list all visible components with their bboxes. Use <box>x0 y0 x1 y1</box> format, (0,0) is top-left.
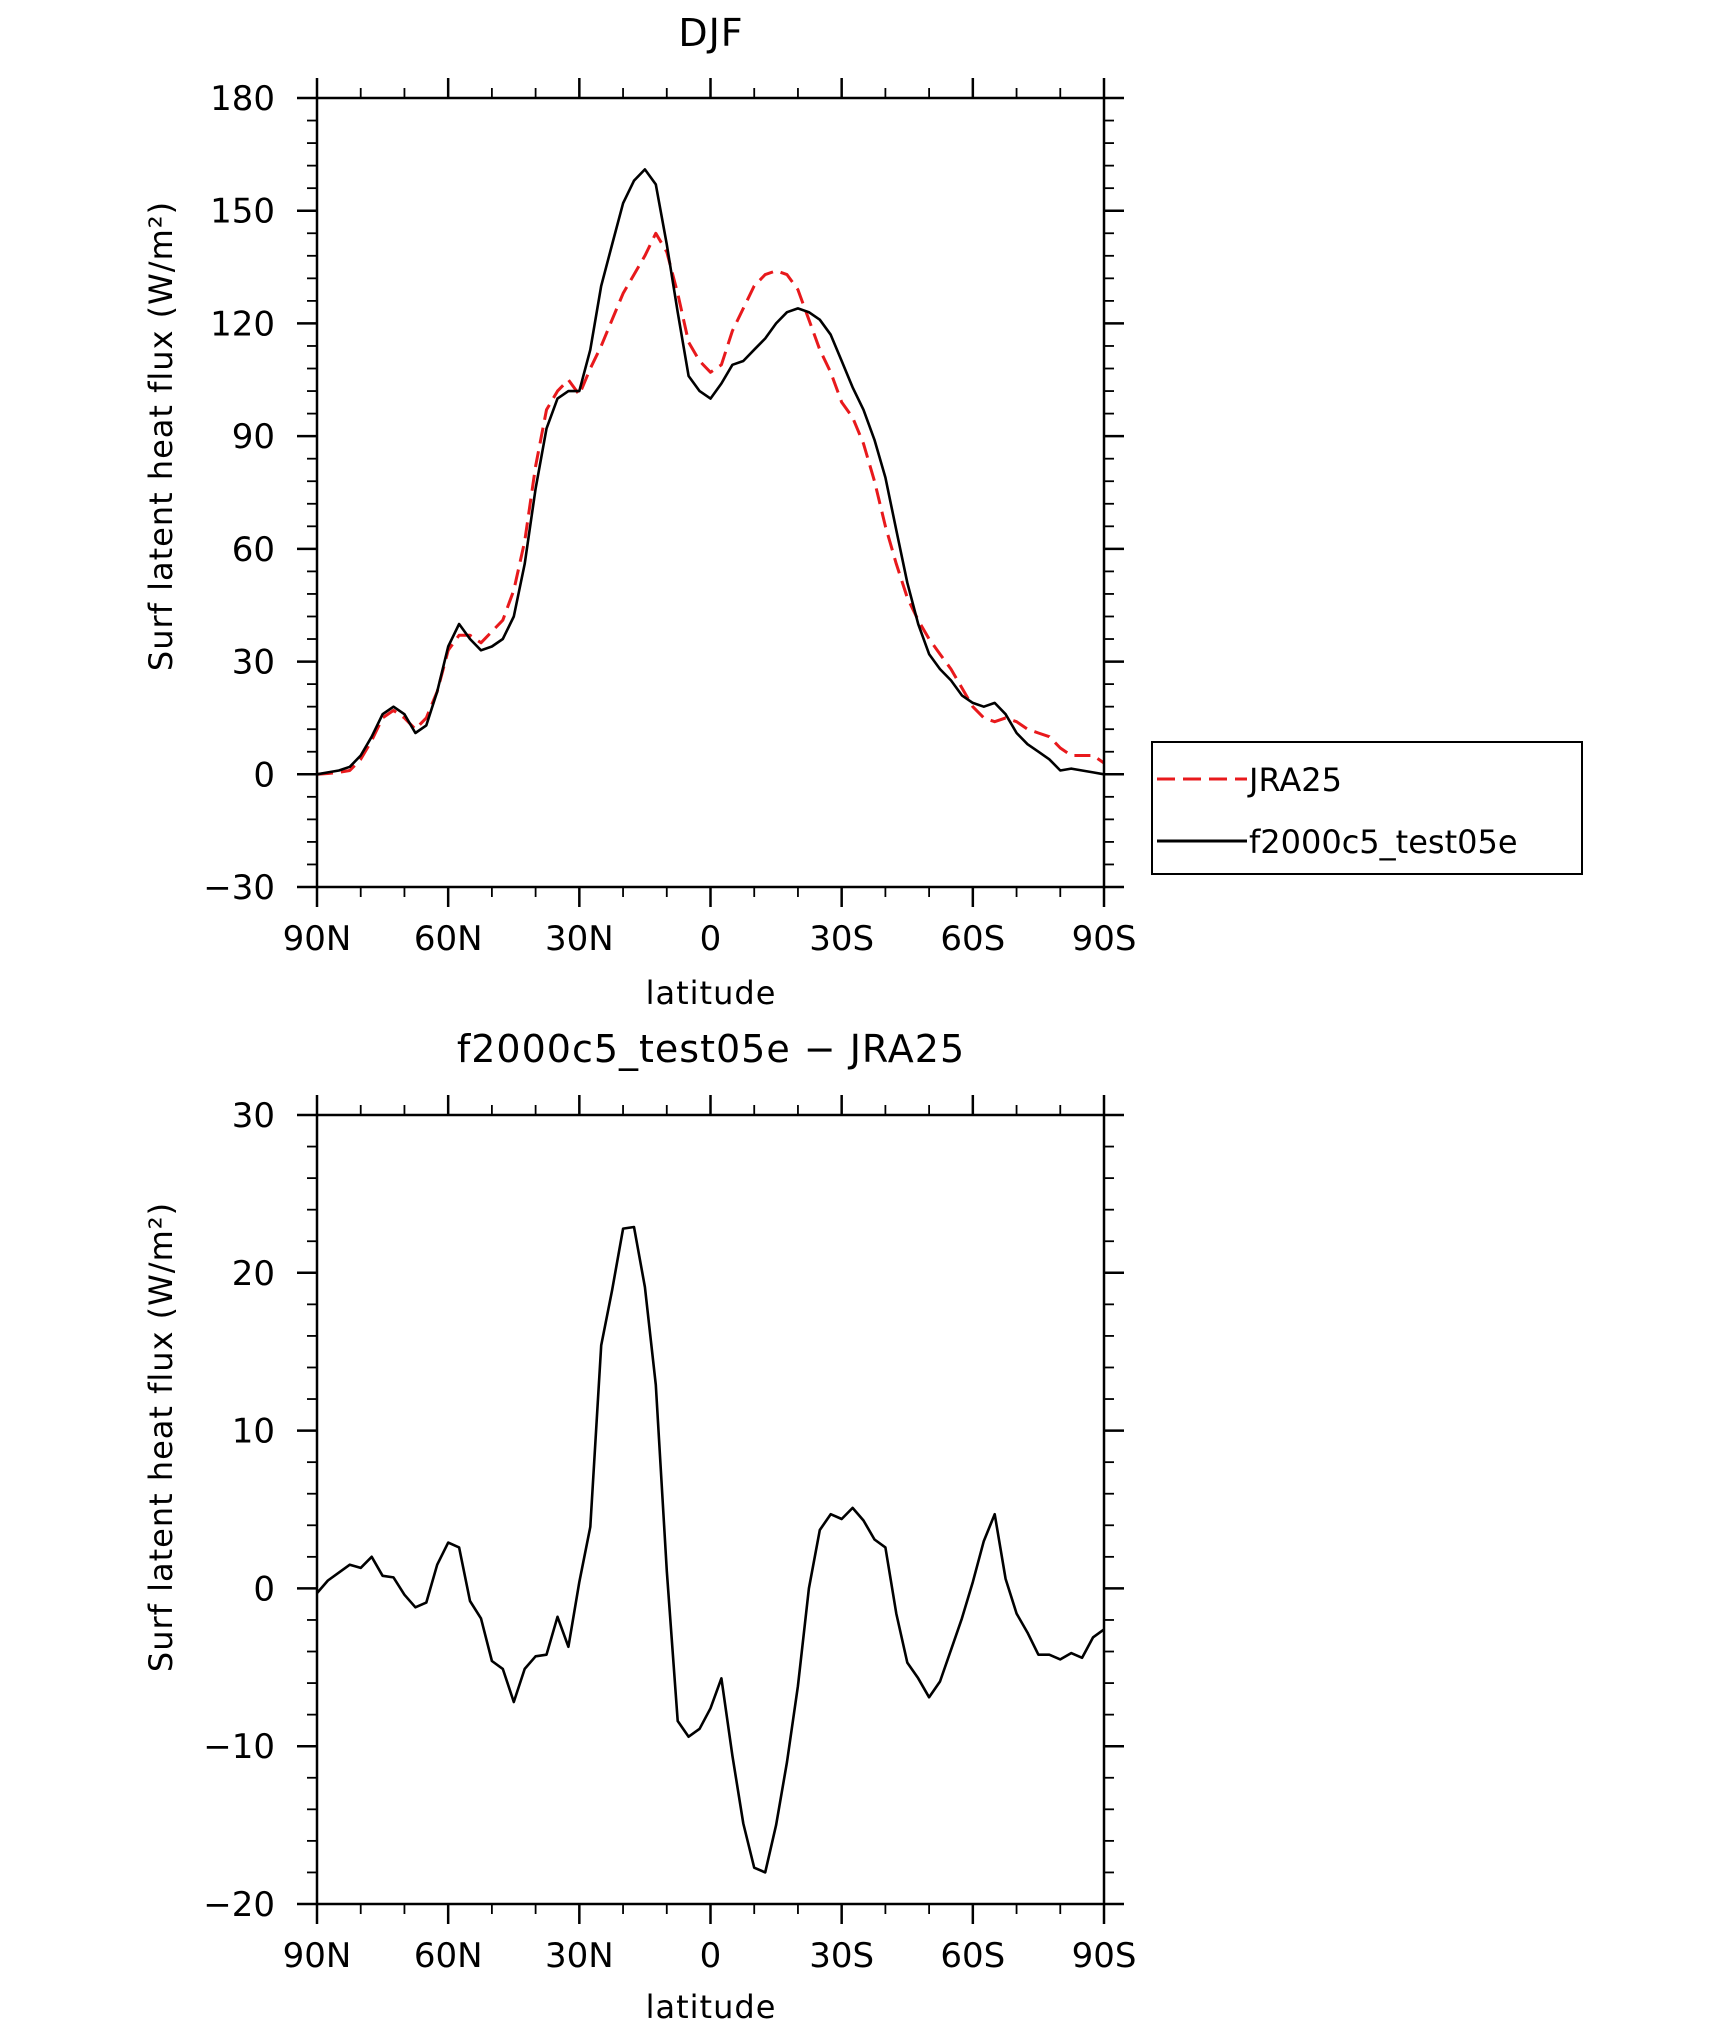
top-y-tick-label: −30 <box>203 868 275 908</box>
bottom-y-tick-label: −10 <box>203 1727 275 1767</box>
bottom-y-axis-label: Surf latent heat flux (W/m²) <box>142 1202 180 1672</box>
bottom-y-tick-label: 10 <box>232 1412 275 1452</box>
top-tick-marks <box>297 78 1124 907</box>
top-x-axis-label: latitude <box>646 974 777 1012</box>
bottom-tick-marks <box>297 1095 1124 1924</box>
legend-label-jra25: JRA25 <box>1247 761 1342 799</box>
bottom-x-ticks: 90N 60N 30N 0 30S 60S 90S <box>283 1936 1137 1976</box>
bottom-x-axis-label: latitude <box>646 1988 777 2021</box>
legend-box <box>1151 741 1583 875</box>
bottom-series-line-series-0 <box>316 1225 1105 1874</box>
bottom-x-tick-label: 60N <box>414 1936 483 1976</box>
top-x-tick-label: 30N <box>545 919 614 959</box>
top-x-tick-label: 90S <box>1072 919 1137 959</box>
top-y-tick-label: 150 <box>210 192 275 232</box>
top-plot-frame <box>315 96 1106 889</box>
bottom-y-tick-label: 20 <box>232 1254 275 1294</box>
bottom-x-tick-label: 30S <box>809 1936 874 1976</box>
top-x-tick-label: 60N <box>414 919 483 959</box>
bottom-y-tick-label: 30 <box>232 1096 275 1136</box>
bottom-y-tick-label: 0 <box>253 1569 275 1609</box>
top-series-line-jra25 <box>316 231 1105 776</box>
bottom-y-tick-label: −20 <box>203 1885 275 1925</box>
top-plot-series <box>316 168 1105 776</box>
top-y-tick-label: 60 <box>232 530 275 570</box>
top-y-ticks: 180 150 120 90 60 30 0 −30 <box>203 79 275 908</box>
top-chart-title: DJF <box>678 11 743 55</box>
top-x-tick-label: 60S <box>940 919 1005 959</box>
top-legend: JRA25 f2000c5_test05e <box>1151 741 1583 875</box>
top-x-tick-label: 0 <box>700 919 722 959</box>
bottom-x-tick-label: 90S <box>1072 1936 1137 1976</box>
top-y-axis-label: Surf latent heat flux (W/m²) <box>142 201 180 671</box>
legend-label-f2000c5-test05e: f2000c5_test05e <box>1249 823 1518 861</box>
top-y-tick-label: 30 <box>232 643 275 683</box>
top-y-tick-label: 120 <box>210 304 275 344</box>
bottom-plot-series <box>316 1225 1105 1874</box>
bottom-plot-frame <box>315 1113 1106 1906</box>
top-y-tick-label: 180 <box>210 79 275 119</box>
bottom-x-tick-label: 60S <box>940 1936 1005 1976</box>
bottom-chart-title: f2000c5_test05e − JRA25 <box>457 1027 965 1071</box>
bottom-x-tick-label: 90N <box>283 1936 352 1976</box>
top-series-line-f2000c5-test05e <box>316 168 1105 776</box>
top-x-tick-label: 30S <box>809 919 874 959</box>
top-panel: DJF Surf latent heat flux (W/m²) latitud… <box>142 11 1583 1012</box>
bottom-y-ticks: 30 20 10 0 −10 −20 <box>203 1096 275 1925</box>
top-x-tick-label: 90N <box>283 919 352 959</box>
top-y-tick-label: 90 <box>232 417 275 457</box>
bottom-x-tick-label: 0 <box>700 1936 722 1976</box>
bottom-panel: f2000c5_test05e − JRA25 Surf latent heat… <box>142 1027 1136 2021</box>
bottom-x-tick-label: 30N <box>545 1936 614 1976</box>
top-x-ticks: 90N 60N 30N 0 30S 60S 90S <box>283 919 1137 959</box>
top-y-tick-label: 0 <box>253 755 275 795</box>
